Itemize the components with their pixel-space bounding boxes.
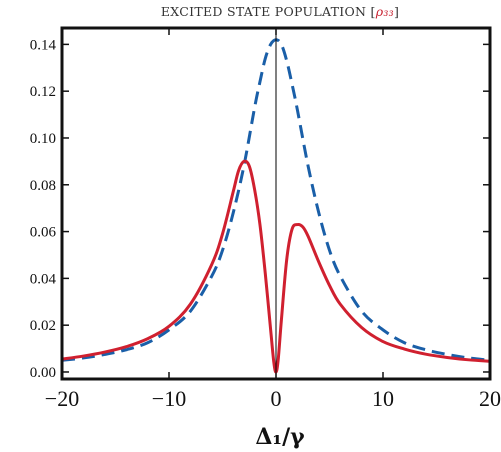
x-axis: −20 −10 0 10 20 — [45, 28, 501, 411]
x-axis-label: Δ₁/γ — [255, 424, 305, 450]
y-tick-label: 0.10 — [30, 131, 56, 147]
plot-frame — [60, 26, 492, 381]
chart-title-prefix: EXCITED STATE POPULATION [ — [161, 4, 376, 19]
x-tick-label: 0 — [271, 386, 282, 411]
y-tick-label: 0.12 — [30, 84, 56, 100]
y-axis: 0.00 0.02 0.04 0.06 0.08 0.10 0.12 0.14 — [30, 37, 490, 381]
chart-title: EXCITED STATE POPULATION [ρ₃₃] — [161, 4, 399, 19]
y-tick-label: 0.14 — [30, 37, 57, 53]
x-tick-label: 20 — [479, 386, 501, 411]
y-tick-label: 0.00 — [30, 365, 56, 381]
y-tick-label: 0.04 — [30, 271, 57, 287]
chart-title-symbol: ρ₃₃ — [375, 4, 394, 19]
y-tick-label: 0.08 — [30, 178, 56, 194]
y-tick-label: 0.02 — [30, 318, 56, 334]
series-line-solid — [61, 159, 491, 374]
x-tick-label: −10 — [152, 386, 186, 411]
x-tick-label: −20 — [45, 386, 79, 411]
chart-title-suffix: ] — [394, 4, 399, 19]
x-tick-label: 10 — [372, 386, 394, 411]
y-tick-label: 0.06 — [30, 225, 57, 241]
